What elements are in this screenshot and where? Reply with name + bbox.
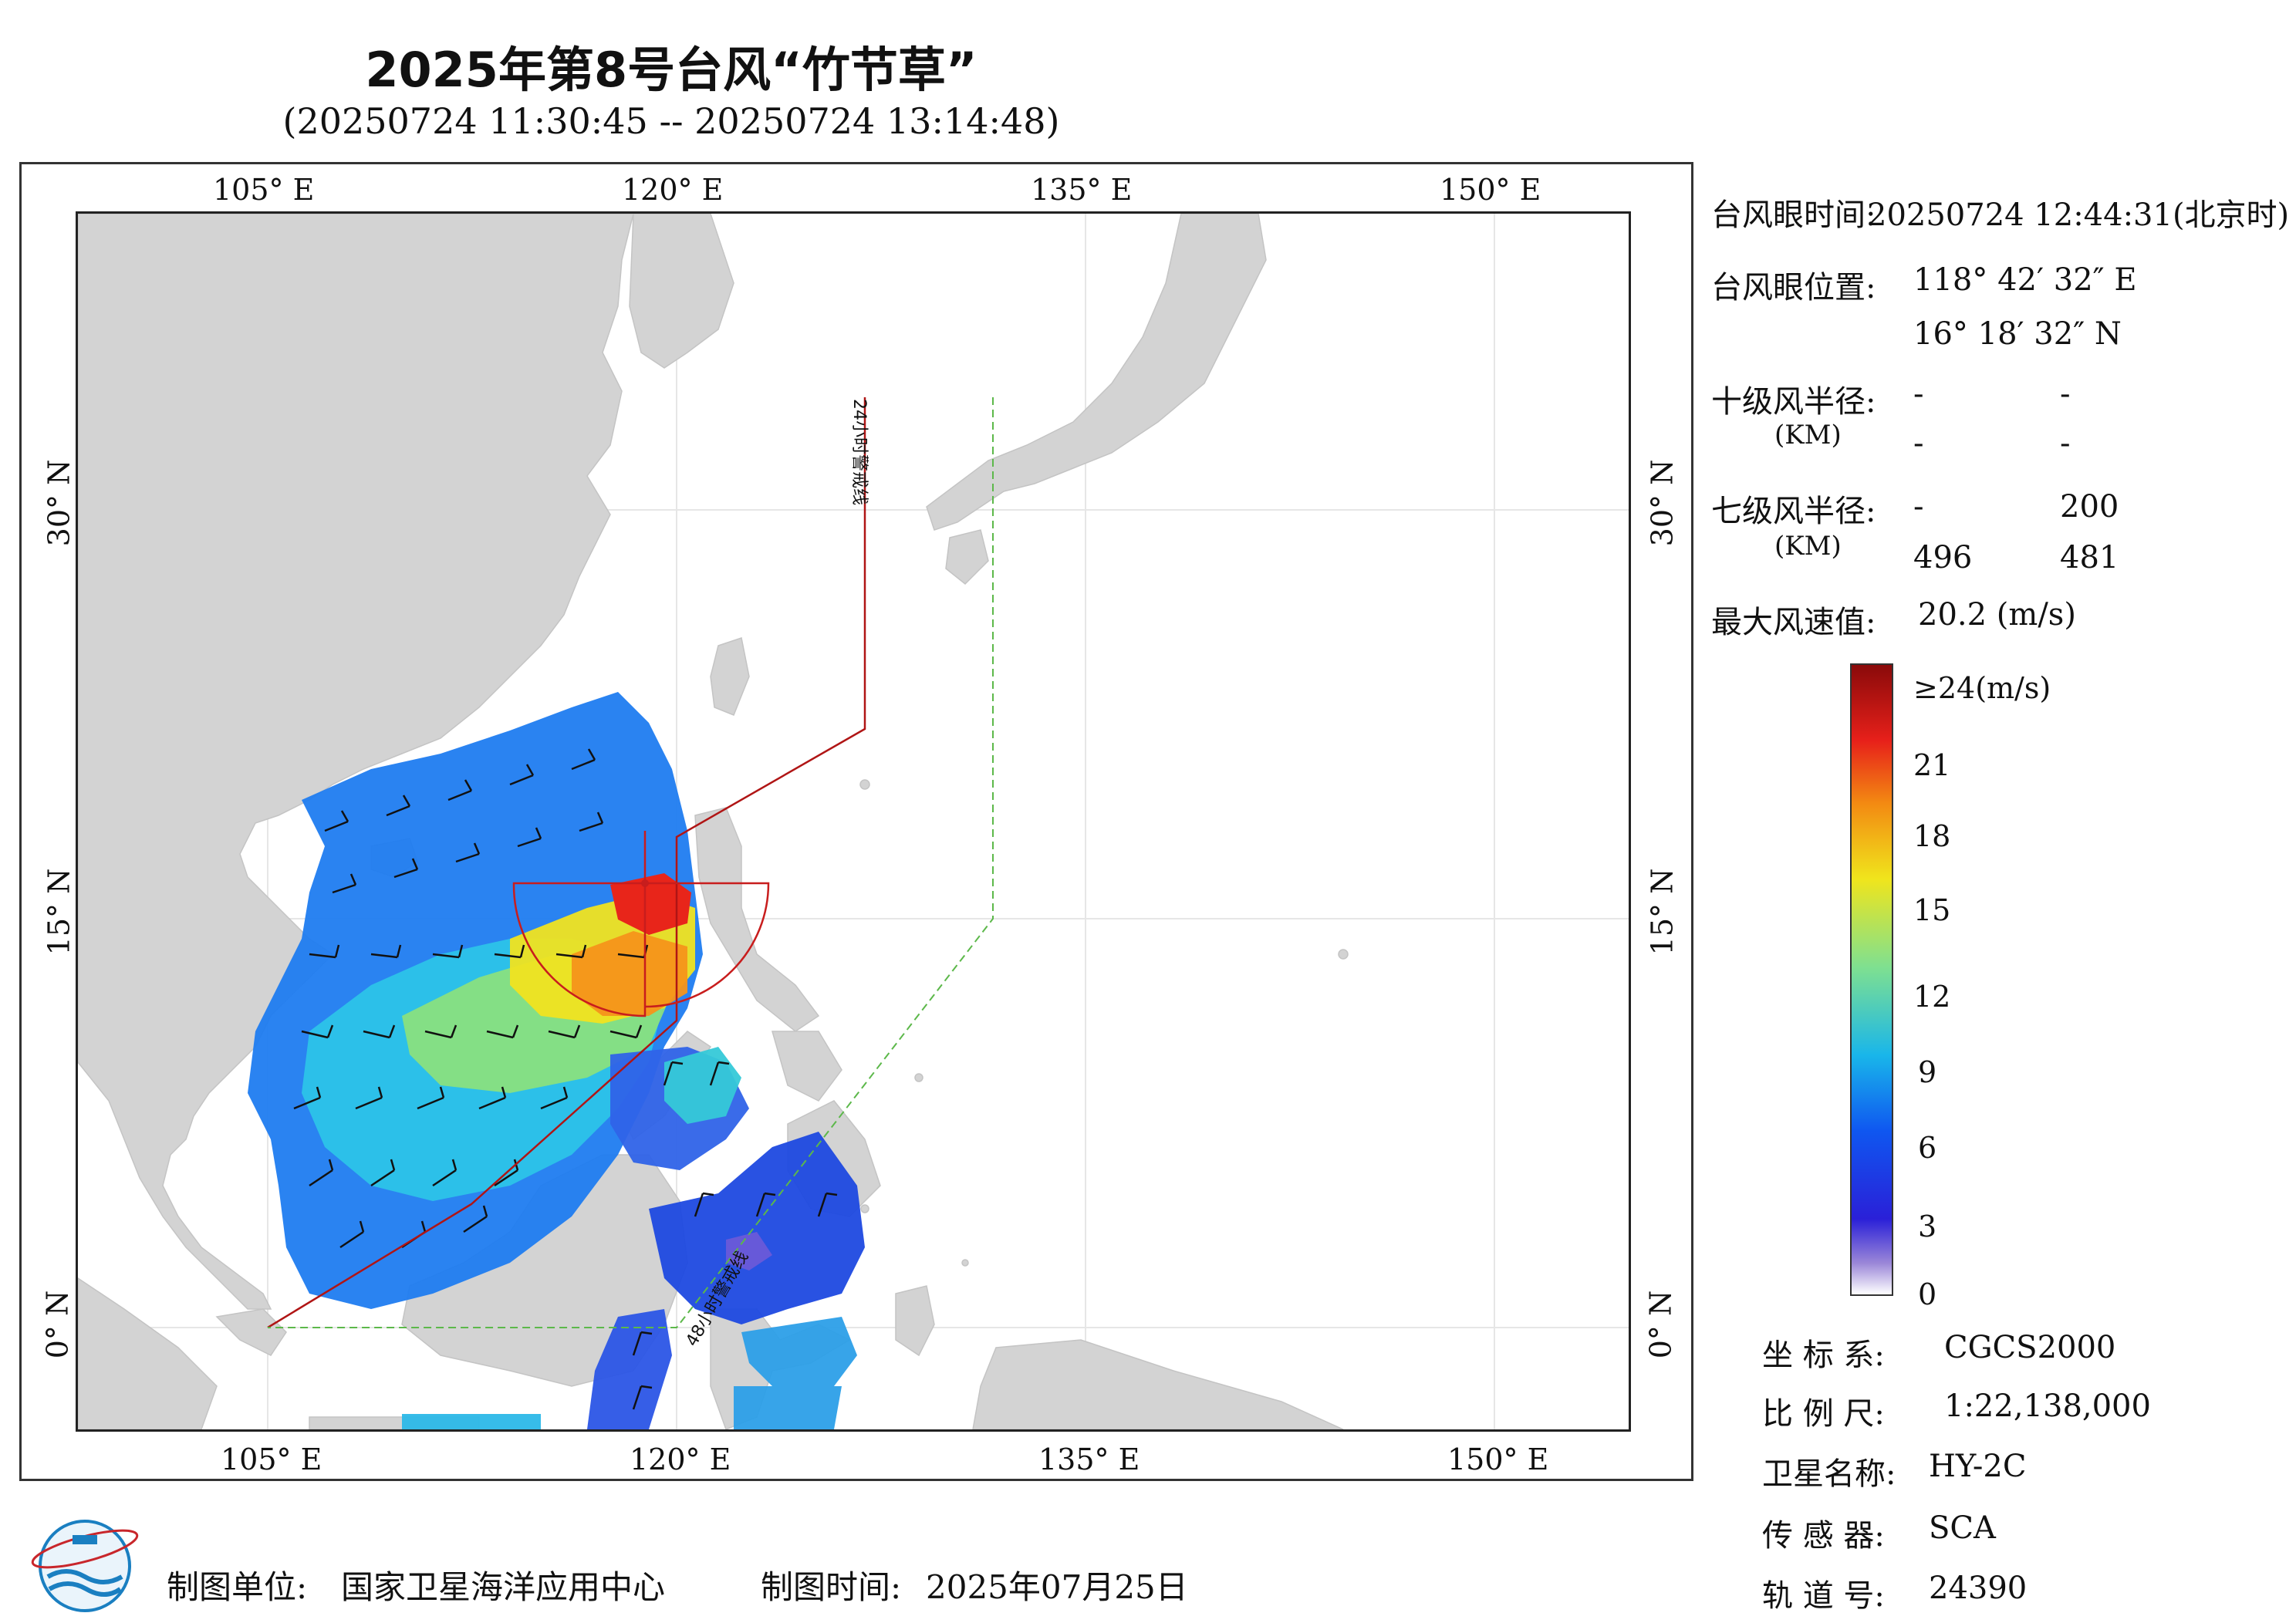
land-visayas bbox=[772, 1031, 842, 1102]
r7-value-3: 496 bbox=[1913, 540, 1973, 575]
warning-line-24h bbox=[267, 397, 866, 1329]
colorbar-label-0: 0 bbox=[1918, 1277, 1937, 1311]
lon-tick-bottom-150: 150° E bbox=[1447, 1442, 1549, 1476]
maker-value: 国家卫星海洋应用中心 bbox=[341, 1568, 666, 1606]
orbit-value: 24390 bbox=[1929, 1571, 2028, 1606]
lat-tick-left-0: 0° N bbox=[40, 1290, 75, 1359]
warning-24h-label: 24小时警戒线 bbox=[849, 399, 869, 505]
r10-label: 十级风半径: bbox=[1711, 384, 1876, 420]
lat-tick-right-30: 30° N bbox=[1645, 459, 1680, 547]
crs-label: 坐 标 系: bbox=[1762, 1338, 1885, 1373]
max-wind-value: 20.2 (m/s) bbox=[1918, 597, 2076, 633]
colorbar-label-3: 3 bbox=[1918, 1210, 1937, 1243]
warning-line-48h bbox=[268, 397, 994, 1328]
scale-value: 1:22,138,000 bbox=[1944, 1388, 2151, 1424]
lon-tick-top-105: 105° E bbox=[213, 173, 315, 207]
map-title: 2025年第8号台风“竹节草” bbox=[365, 42, 977, 98]
sensor-value: SCA bbox=[1929, 1510, 1996, 1546]
warning-lines bbox=[267, 397, 994, 1329]
r10-value-3: - bbox=[1913, 426, 1924, 461]
colorbar-label-9: 9 bbox=[1918, 1055, 1937, 1089]
lon-tick-bottom-135: 135° E bbox=[1038, 1442, 1140, 1476]
colorbar-label-18: 18 bbox=[1913, 819, 1951, 853]
swath-tail-east bbox=[741, 1317, 857, 1386]
typhoon-eye-marker bbox=[641, 879, 649, 887]
wind-speed-colorbar bbox=[1850, 663, 1893, 1296]
swath-south-violet bbox=[726, 1232, 772, 1270]
wind-barbs bbox=[293, 748, 838, 1410]
swath-south bbox=[649, 1132, 865, 1324]
r7-value-4: 481 bbox=[2060, 540, 2119, 575]
r10-value-4: - bbox=[2060, 426, 2071, 461]
colorbar-label-12: 12 bbox=[1913, 980, 1951, 1014]
lat-tick-right-15: 15° N bbox=[1645, 868, 1680, 956]
scale-label: 比 例 尺: bbox=[1762, 1396, 1885, 1432]
swath-tail-bottom bbox=[734, 1386, 842, 1429]
eye-lon: 118° 42′ 32″ E bbox=[1913, 262, 2137, 298]
satellite-label: 卫星名称: bbox=[1762, 1456, 1896, 1492]
lon-tick-top-135: 135° E bbox=[1031, 173, 1133, 207]
r7-label: 七级风半径: bbox=[1711, 494, 1876, 529]
r7-value-1: - bbox=[1913, 489, 1924, 525]
colorbar-label-15: 15 bbox=[1913, 893, 1951, 927]
land-halmahera bbox=[895, 1285, 935, 1357]
land-kyushu bbox=[945, 529, 989, 585]
eye-pos-label: 台风眼位置: bbox=[1711, 270, 1876, 305]
land-luzon bbox=[694, 807, 820, 1032]
r10-unit: (KM) bbox=[1774, 420, 1842, 450]
land-korea bbox=[629, 214, 734, 369]
r10-value-1: - bbox=[1913, 376, 1924, 412]
colorbar-label-21: 21 bbox=[1913, 748, 1951, 782]
lat-tick-left-30: 30° N bbox=[42, 459, 76, 547]
swath-red bbox=[610, 873, 691, 935]
map-frame bbox=[19, 162, 1693, 1481]
swath-tail bbox=[587, 1309, 672, 1429]
max-wind-label: 最大风速值: bbox=[1711, 605, 1876, 640]
land-malay bbox=[215, 1308, 287, 1356]
eye-lat: 16° 18′ 32″ N bbox=[1913, 316, 2122, 352]
wind-swath bbox=[248, 692, 865, 1429]
nsoas-logo-icon bbox=[31, 1520, 139, 1612]
land-japan bbox=[926, 214, 1267, 531]
swath-orange bbox=[572, 931, 687, 1016]
swath-east-cyan bbox=[664, 1047, 741, 1124]
maker-label: 制图单位: bbox=[167, 1568, 308, 1606]
land-sumatra bbox=[78, 1277, 218, 1429]
date-label: 制图时间: bbox=[761, 1568, 902, 1606]
lon-tick-top-150: 150° E bbox=[1440, 173, 1541, 207]
swath-bottom-left bbox=[402, 1414, 541, 1429]
lon-tick-bottom-120: 120° E bbox=[630, 1442, 731, 1476]
date-value: 2025年07月25日 bbox=[926, 1568, 1188, 1606]
land-new-guinea bbox=[972, 1339, 1344, 1429]
sensor-label: 传 感 器: bbox=[1762, 1518, 1885, 1554]
colorbar-label-max: ≥24(m/s) bbox=[1913, 671, 2051, 705]
satellite-value: HY-2C bbox=[1929, 1449, 2027, 1484]
orbit-label: 轨 道 号: bbox=[1762, 1578, 1885, 1614]
eye-time-label: 台风眼时间: bbox=[1711, 197, 1876, 233]
land-asia-mainland bbox=[78, 214, 634, 1310]
map-canvas: 24小时警戒线 48小时警戒线 bbox=[78, 214, 1629, 1429]
map-subtitle: (20250724 11:30:45 -- 20250724 13:14:48) bbox=[282, 100, 1060, 142]
colorbar-label-6: 6 bbox=[1918, 1131, 1937, 1165]
r7-value-2: 200 bbox=[2060, 489, 2119, 525]
lon-tick-bottom-105: 105° E bbox=[221, 1442, 322, 1476]
map-plot-area: 24小时警戒线 48小时警戒线 bbox=[76, 211, 1631, 1432]
land-taiwan bbox=[710, 637, 750, 716]
lat-tick-right-0: 0° N bbox=[1643, 1290, 1678, 1359]
eye-time-value: 20250724 12:44:31(北京时) bbox=[1867, 197, 2290, 233]
wind-radius-7 bbox=[512, 831, 770, 1017]
r10-value-2: - bbox=[2060, 376, 2071, 412]
lon-tick-top-120: 120° E bbox=[622, 173, 724, 207]
r7-unit: (KM) bbox=[1774, 531, 1842, 562]
crs-value: CGCS2000 bbox=[1944, 1330, 2116, 1365]
lat-tick-left-15: 15° N bbox=[42, 868, 76, 956]
